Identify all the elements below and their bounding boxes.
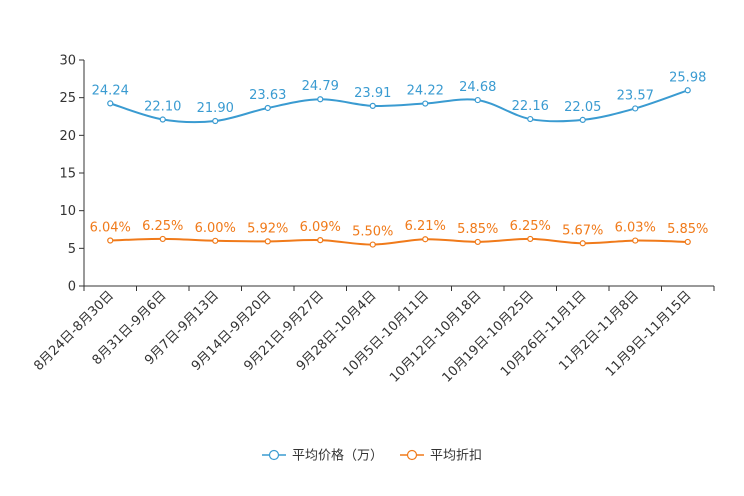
data-point[interactable] xyxy=(474,96,481,104)
data-point[interactable] xyxy=(684,238,691,246)
y-tick-label: 15 xyxy=(59,167,76,182)
data-point[interactable] xyxy=(527,115,534,123)
series-1: 6.04% 6.25% 6.00% 5.92% 6.09% 5.50% 6.21% 5.85%… xyxy=(90,219,708,248)
data-point[interactable] xyxy=(317,237,324,244)
data-label: 5.67% xyxy=(562,223,603,238)
y-tick-label: 0 xyxy=(68,280,76,295)
data-point[interactable] xyxy=(474,238,481,246)
data-label: 6.03% xyxy=(615,221,656,236)
data-point[interactable] xyxy=(107,237,114,244)
data-label: 22.10 xyxy=(144,100,181,115)
data-label: 5.85% xyxy=(457,222,498,237)
y-tick-label: 30 xyxy=(59,54,76,69)
data-label: 6.04% xyxy=(90,220,131,235)
legend-item-0[interactable]: 平均价格（万） xyxy=(262,448,383,464)
data-label: 6.25% xyxy=(142,219,183,234)
y-tick-label: 10 xyxy=(59,204,76,219)
data-label: 23.91 xyxy=(354,86,391,101)
chart-series: 24.24 22.10 21.90 23.63 24.79 23.91 24.22 24.68… xyxy=(90,70,708,248)
data-label: 23.57 xyxy=(617,88,654,103)
data-point[interactable] xyxy=(579,116,586,123)
data-point[interactable] xyxy=(212,117,219,125)
data-point[interactable] xyxy=(527,235,534,243)
data-label: 23.63 xyxy=(249,88,286,103)
data-label: 6.09% xyxy=(300,220,341,235)
data-label: 21.90 xyxy=(197,101,234,116)
data-point[interactable] xyxy=(264,104,271,112)
data-point[interactable] xyxy=(632,105,639,112)
data-point[interactable] xyxy=(369,102,376,109)
y-tick-label: 20 xyxy=(59,129,76,144)
data-label: 24.68 xyxy=(459,80,496,95)
data-label: 6.21% xyxy=(405,219,446,234)
data-point[interactable] xyxy=(159,116,166,123)
data-point[interactable] xyxy=(369,241,376,248)
data-label: 5.85% xyxy=(667,222,708,237)
series-line xyxy=(109,89,689,124)
legend-label: 平均折扣 xyxy=(430,449,482,464)
data-label: 25.98 xyxy=(669,70,706,85)
data-point[interactable] xyxy=(264,238,271,245)
legend-marker-icon xyxy=(268,449,280,461)
legend-item-1[interactable]: 平均折扣 xyxy=(400,449,482,464)
data-label: 6.25% xyxy=(510,219,551,234)
data-label: 22.16 xyxy=(512,99,549,114)
legend-label: 平均价格（万） xyxy=(292,448,383,464)
chart-legend[interactable]: 平均价格（万） 平均折扣 xyxy=(262,448,482,464)
data-label: 5.92% xyxy=(247,221,288,236)
series-0: 24.24 22.10 21.90 23.63 24.79 23.91 24.22 24.68… xyxy=(92,70,706,125)
data-label: 6.00% xyxy=(195,221,236,236)
data-point[interactable] xyxy=(317,96,324,103)
data-label: 24.79 xyxy=(302,79,339,94)
data-label: 5.50% xyxy=(352,225,393,240)
y-tick-label: 25 xyxy=(59,91,76,106)
data-label: 24.22 xyxy=(407,84,444,99)
legend-marker-icon xyxy=(406,449,418,461)
x-tick-label: 10月12日-10月18日 xyxy=(387,288,484,385)
data-point[interactable] xyxy=(684,87,691,94)
data-point[interactable] xyxy=(159,235,166,243)
x-tick-label: 10月19日-10月25日 xyxy=(440,288,537,385)
data-point[interactable] xyxy=(107,100,114,107)
series-line xyxy=(110,237,688,246)
data-point[interactable] xyxy=(422,100,429,107)
data-point[interactable] xyxy=(632,237,639,244)
data-point[interactable] xyxy=(212,237,219,244)
data-label: 22.05 xyxy=(564,100,601,115)
data-point[interactable] xyxy=(579,240,586,247)
data-label: 24.24 xyxy=(92,83,129,98)
y-tick-label: 5 xyxy=(68,242,76,257)
data-point[interactable] xyxy=(422,236,429,243)
